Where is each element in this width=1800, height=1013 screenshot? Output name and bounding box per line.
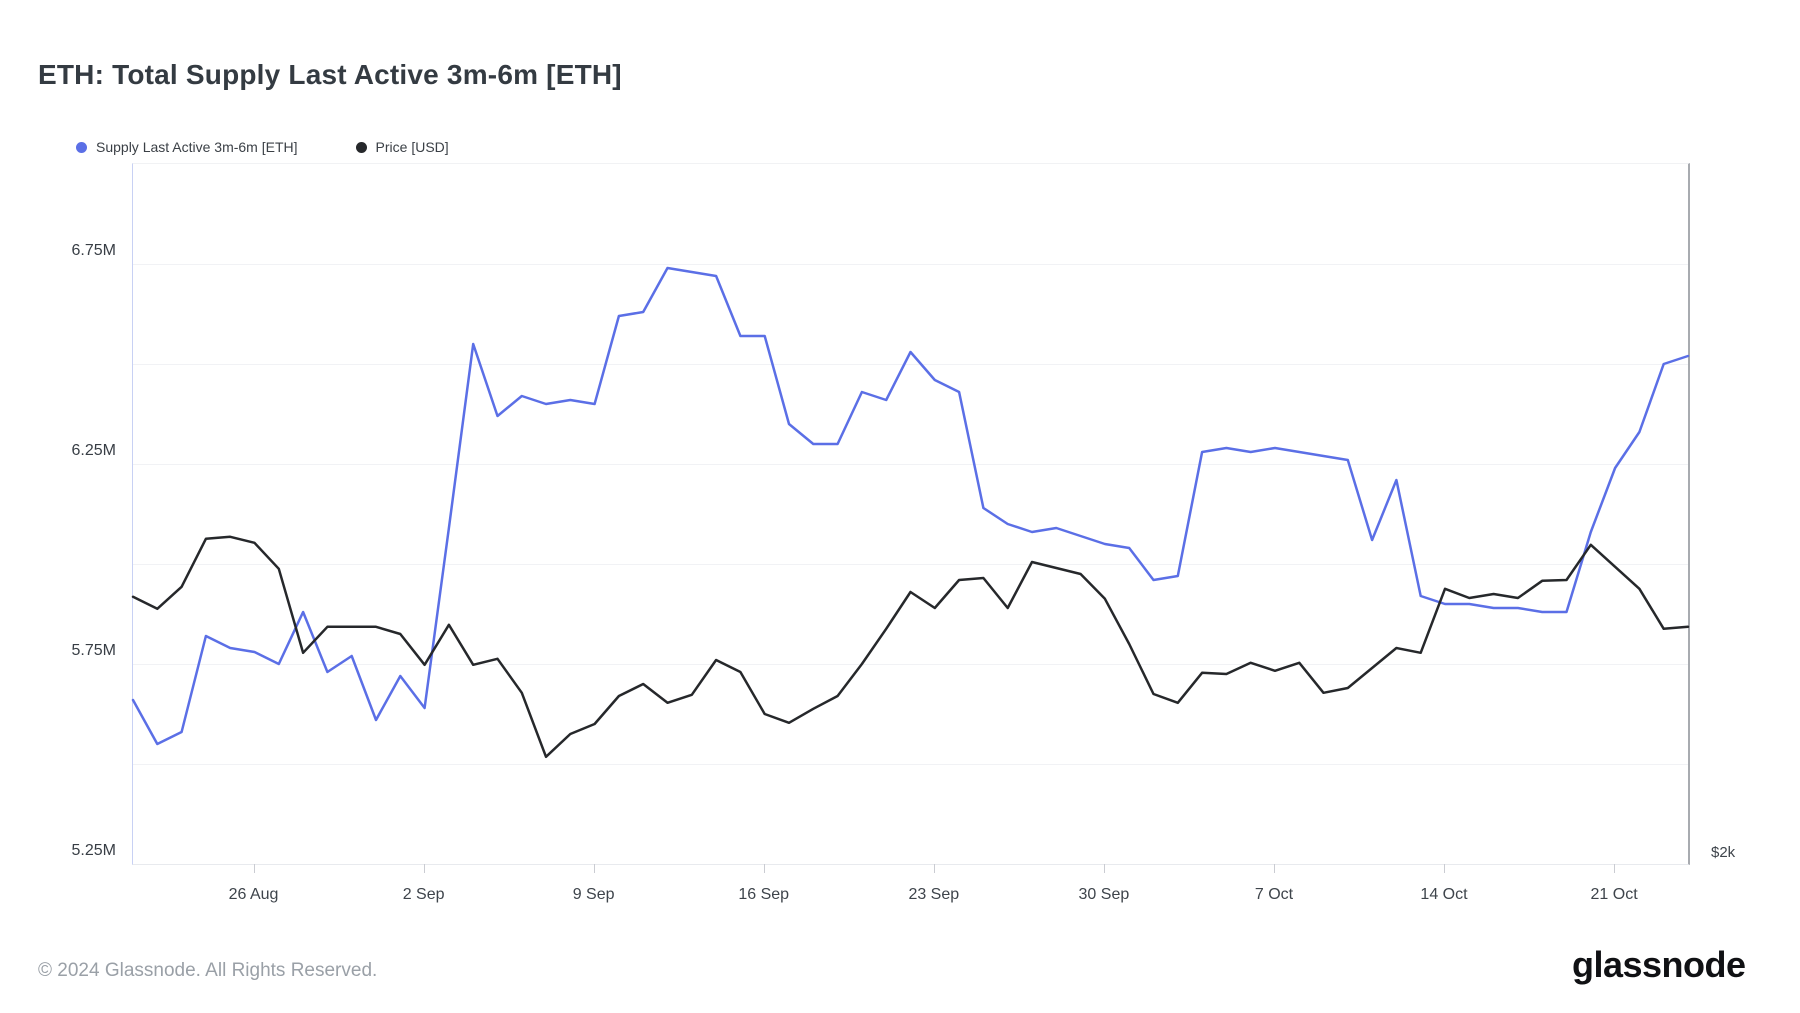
x-axis-label: 9 Sep bbox=[572, 886, 615, 903]
y-axis-label: 5.25M bbox=[71, 842, 116, 859]
x-axis-label: 30 Sep bbox=[1078, 886, 1130, 903]
x-axis-label: 16 Sep bbox=[738, 886, 790, 903]
x-axis-label: 21 Oct bbox=[1590, 886, 1638, 903]
price-axis-label: $2k bbox=[1711, 844, 1736, 861]
page-title: ETH: Total Supply Last Active 3m-6m [ETH… bbox=[38, 58, 622, 90]
x-axis-label: 14 Oct bbox=[1420, 886, 1468, 903]
x-axis-tick bbox=[593, 864, 595, 873]
y-axis-label: 6.75M bbox=[71, 242, 116, 259]
glassnode-logo: glassnode bbox=[1572, 944, 1746, 985]
x-axis-label: 2 Sep bbox=[402, 886, 445, 903]
y-axis-label: 5.75M bbox=[71, 642, 116, 659]
chart-legend: Supply Last Active 3m-6m [ETH] Price [US… bbox=[76, 136, 507, 158]
y-gridline bbox=[133, 264, 1688, 265]
x-axis-label: 26 Aug bbox=[228, 886, 279, 903]
y-gridline bbox=[133, 764, 1688, 765]
date-x-axis: 26 Aug 2 Sep 9 Sep 16 Sep 23 Sep 30 Sep 7 Oct 1… bbox=[132, 864, 1687, 924]
legend-label-supply: Supply Last Active 3m-6m [ETH] bbox=[96, 139, 298, 155]
y-axis-label: 6.25M bbox=[71, 442, 116, 459]
series-canvas bbox=[131, 266, 1690, 759]
price-series-dot-icon bbox=[355, 141, 367, 153]
x-axis-label: 7 Oct bbox=[1254, 886, 1294, 903]
x-axis-tick bbox=[253, 864, 255, 873]
legend-label-price: Price [USD] bbox=[375, 139, 449, 155]
legend-item-supply[interactable]: Supply Last Active 3m-6m [ETH] bbox=[76, 139, 298, 155]
y-gridline bbox=[133, 664, 1688, 665]
x-axis-tick bbox=[1103, 864, 1105, 873]
y-gridline bbox=[133, 464, 1688, 465]
supply-series-dot-icon bbox=[76, 141, 87, 153]
chart-plot-area[interactable]: $2k bbox=[131, 163, 1735, 865]
x-axis-label: 23 Sep bbox=[908, 886, 960, 903]
supply-y-axis: 6.75M 6.25M 5.75M 5.25M bbox=[0, 163, 116, 863]
x-axis-tick bbox=[933, 864, 935, 873]
x-axis-tick bbox=[1614, 864, 1616, 873]
legend-item-price[interactable]: Price [USD] bbox=[355, 139, 449, 155]
y-gridline bbox=[133, 564, 1688, 565]
x-axis-tick bbox=[423, 864, 425, 873]
x-axis-tick bbox=[1274, 864, 1275, 873]
price-series-line bbox=[131, 535, 1690, 759]
y-gridline bbox=[133, 364, 1688, 365]
supply-series-line bbox=[131, 266, 1690, 746]
x-axis-tick bbox=[763, 864, 765, 873]
footer-copyright: © 2024 Glassnode. All Rights Reserved. bbox=[38, 960, 378, 981]
x-axis-tick bbox=[1444, 864, 1445, 873]
